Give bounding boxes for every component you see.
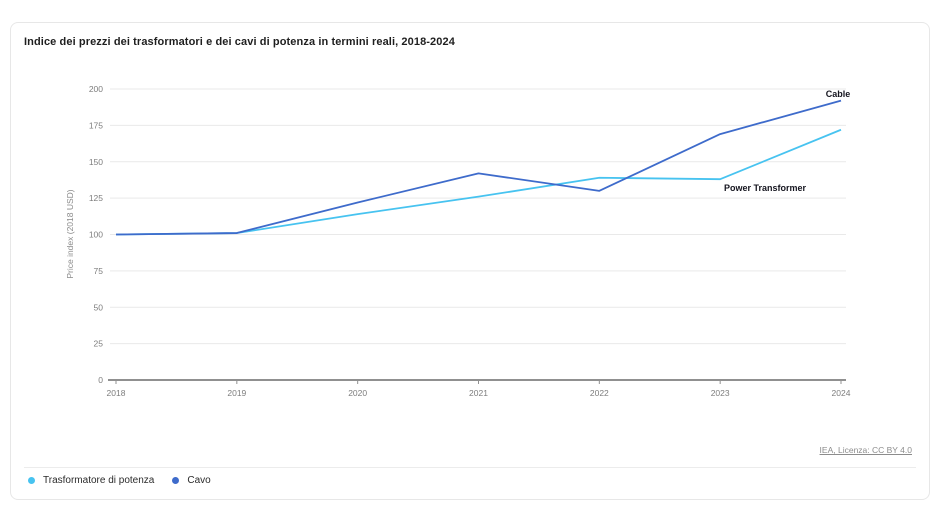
y-tick-label: 75 (94, 266, 104, 276)
y-axis-title: Price index (2018 USD) (65, 189, 75, 278)
legend-dot-cable-icon (172, 477, 180, 484)
chart-legend: Trasformatore di potenza Cavo (28, 475, 211, 486)
y-tick-label: 200 (89, 84, 103, 94)
chart-card: Indice dei prezzi dei trasformatori e de… (10, 22, 930, 500)
chart-title: Indice dei prezzi dei trasformatori e de… (24, 36, 455, 48)
series-label-cable: Cable (826, 89, 851, 99)
x-tick-label: 2018 (107, 388, 126, 398)
y-tick-label: 175 (89, 120, 103, 130)
series-label-power-transformer: Power Transformer (724, 183, 807, 193)
attribution-link[interactable]: IEA, Licenza: CC BY 4.0 (819, 445, 912, 455)
x-tick-label: 2020 (348, 388, 367, 398)
legend-item-transformer[interactable]: Trasformatore di potenza (28, 475, 154, 486)
y-tick-label: 50 (94, 302, 104, 312)
x-tick-label: 2019 (227, 388, 246, 398)
x-tick-label: 2023 (711, 388, 730, 398)
legend-divider (24, 467, 916, 468)
x-tick-label: 2024 (832, 388, 851, 398)
y-tick-label: 0 (98, 375, 103, 385)
y-tick-label: 150 (89, 157, 103, 167)
legend-label-cable: Cavo (187, 475, 211, 486)
series-line-cable (115, 99, 842, 236)
price-index-line-chart: Price index (2018 USD) 0 25 50 75 100 125 150 1… (65, 84, 851, 398)
y-tick-label: 25 (94, 339, 104, 349)
legend-dot-transformer-icon (28, 477, 35, 484)
legend-label-transformer: Trasformatore di potenza (43, 475, 155, 486)
y-tick-label: 125 (89, 193, 103, 203)
x-tick-label: 2022 (590, 388, 609, 398)
y-tick-label: 100 (89, 230, 103, 240)
legend-item-cable[interactable]: Cavo (172, 475, 211, 486)
x-tick-label: 2021 (469, 388, 488, 398)
